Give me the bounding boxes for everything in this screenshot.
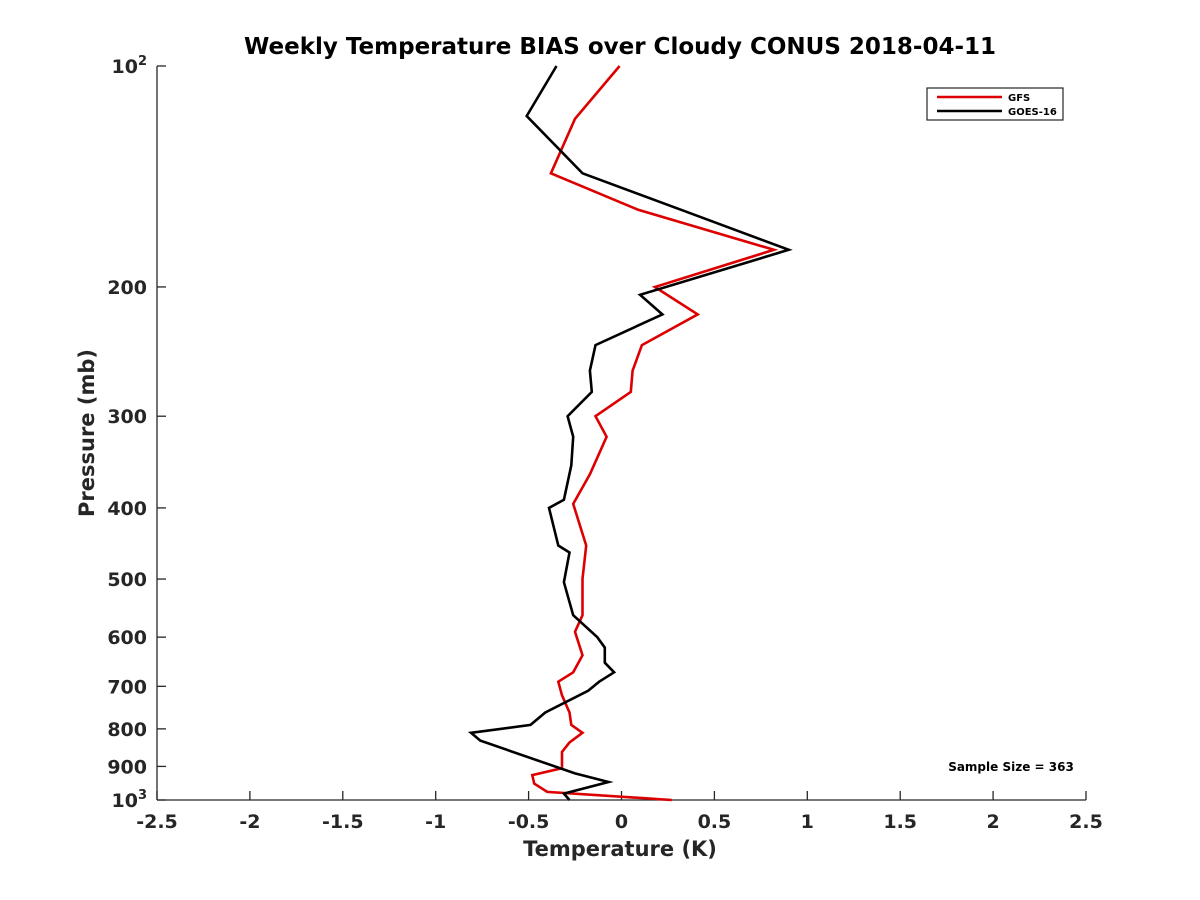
x-tick-label: -0.5 — [508, 811, 550, 833]
x-tick-label: -1.5 — [322, 811, 364, 833]
y-tick-label: 500 — [107, 569, 147, 591]
y-tick-label: 900 — [107, 756, 147, 778]
x-tick-label: -2 — [239, 811, 260, 833]
x-tick-label: 2 — [986, 811, 999, 833]
y-axis-label: Pressure (mb) — [75, 349, 99, 517]
series-line-goes16 — [467, 65, 793, 801]
legend: GFS GOES-16 — [926, 87, 1064, 121]
x-axis-ticks: -2.5 -2 -1.5 -1 -0.5 0 0.5 1 1.5 2 2.5 — [136, 791, 1103, 833]
x-tick-label: -1 — [425, 811, 446, 833]
y-tick-label: 700 — [107, 676, 147, 698]
series-line-gfs — [530, 65, 779, 802]
y-tick-label: 200 — [107, 277, 147, 299]
chart-title: Weekly Temperature BIAS over Cloudy CONU… — [244, 34, 996, 60]
y-tick-label: 600 — [107, 627, 147, 649]
x-tick-label: -2.5 — [136, 811, 178, 833]
series-layer — [467, 65, 793, 802]
y-tick-label: 800 — [107, 719, 147, 741]
x-tick-label: 2.5 — [1069, 811, 1103, 833]
x-tick-label: 0.5 — [698, 811, 732, 833]
y-tick-label: 400 — [107, 498, 147, 520]
legend-label-goes16: GOES-16 — [1008, 107, 1057, 118]
plot-area: -2.5 -2 -1.5 -1 -0.5 0 0.5 1 1.5 2 2.5 102 200 300 40… — [107, 54, 1103, 833]
legend-box — [926, 87, 1064, 121]
x-tick-label: 0 — [615, 811, 628, 833]
y-tick-label: 300 — [107, 406, 147, 428]
y-tick-label: 103 — [112, 788, 148, 812]
legend-label-gfs: GFS — [1008, 93, 1030, 104]
x-tick-label: 1.5 — [883, 811, 917, 833]
y-tick-label: 102 — [112, 54, 148, 78]
x-tick-label: 1 — [801, 811, 814, 833]
x-axis-label: Temperature (K) — [523, 837, 717, 861]
sample-size-annotation: Sample Size = 363 — [948, 760, 1074, 774]
y-axis-ticks: 102 200 300 400 500 600 700 800 900 103 — [107, 54, 166, 812]
